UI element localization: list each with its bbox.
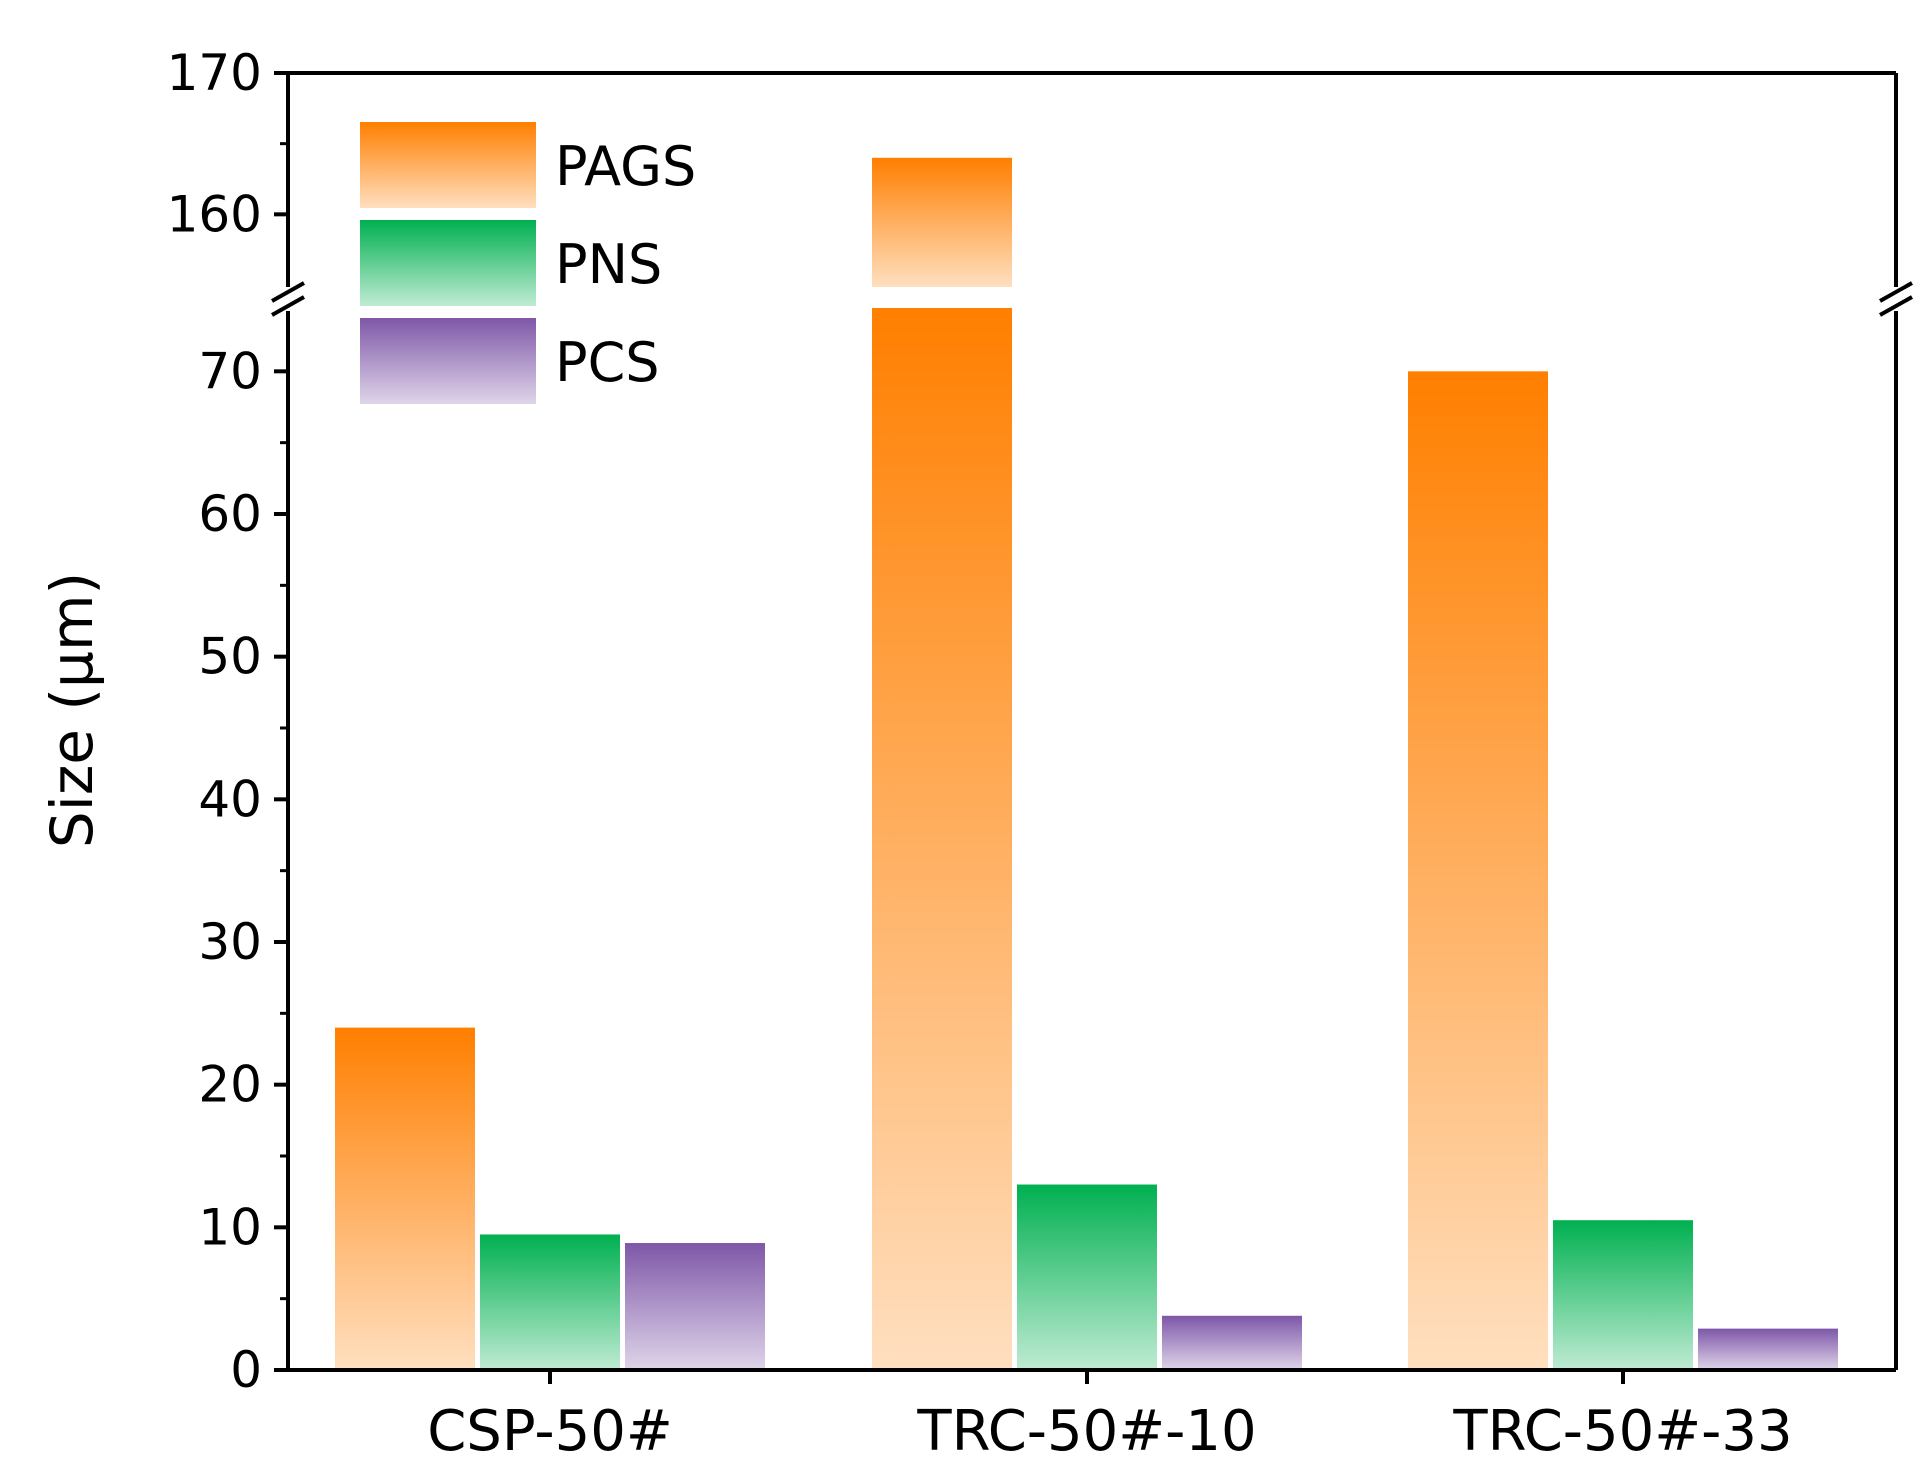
bar-pns-1	[1017, 1184, 1157, 1370]
y-tick-20-label: 20	[198, 1056, 262, 1114]
axis-break-right-0	[1879, 281, 1913, 303]
legend-label-pns: PNS	[555, 233, 662, 296]
y-tick-70-label: 70	[198, 342, 262, 400]
bar-pags-2	[1408, 371, 1548, 1370]
y-tick-30-label: 30	[198, 913, 262, 971]
axis-break-left-1	[271, 295, 305, 317]
bar-pags-0	[335, 1027, 475, 1370]
y-tick-170-label: 170	[167, 44, 262, 102]
bars-layer	[335, 157, 1838, 1370]
y-tick-60-label: 60	[198, 485, 262, 543]
y-axis-title: Size (μm)	[38, 572, 106, 848]
bar-pcs-1	[1162, 1315, 1302, 1370]
y-tick-10-label: 10	[198, 1198, 262, 1256]
bar-pcs-2	[1698, 1328, 1838, 1370]
y-tick-0-label: 0	[230, 1341, 262, 1399]
legend-swatch-pns	[360, 220, 536, 306]
y-tick-160-label: 160	[167, 185, 262, 243]
axis-break-right-1	[1879, 295, 1913, 317]
legend-swatch-pcs	[360, 318, 536, 404]
y-tick-50-label: 50	[198, 628, 262, 686]
x-category-label: CSP-50#	[427, 1399, 673, 1464]
legend-swatch-pags	[360, 122, 536, 208]
x-category-label: TRC-50#-10	[916, 1399, 1256, 1464]
x-category-label: TRC-50#-33	[1452, 1399, 1792, 1464]
bar-pags-1-lower	[872, 308, 1012, 1370]
y-tick-40-label: 40	[198, 770, 262, 828]
bar-pcs-0	[625, 1243, 765, 1370]
bar-pns-2	[1553, 1220, 1693, 1370]
axis-break-left-0	[271, 281, 305, 303]
axes-layer	[271, 71, 1913, 1372]
bar-pns-0	[480, 1234, 620, 1370]
legend: PAGS PNS PCS	[360, 122, 696, 404]
legend-label-pags: PAGS	[555, 135, 696, 198]
legend-label-pcs: PCS	[555, 331, 660, 394]
bar-pags-1-upper	[872, 157, 1012, 287]
ticks-layer: 0 10 20 30 40 50 60 70 160 170 CSP-50# TRC-50#-10 TR…	[167, 44, 1793, 1464]
